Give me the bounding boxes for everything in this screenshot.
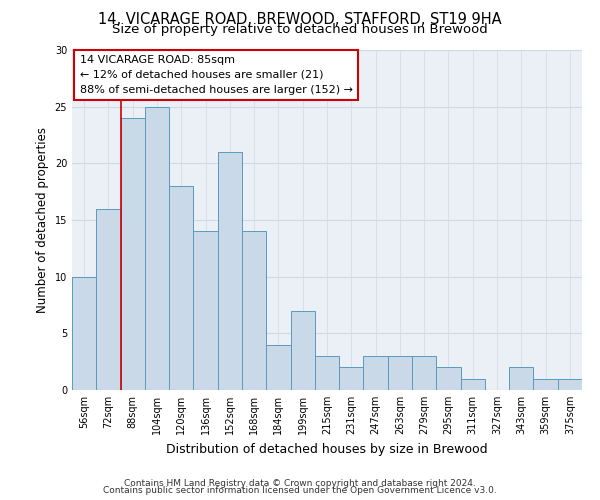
Bar [72,276,96,390]
Bar [436,368,461,390]
Bar [509,368,533,390]
Text: Contains HM Land Registry data © Crown copyright and database right 2024.: Contains HM Land Registry data © Crown c… [124,478,476,488]
Bar [533,378,558,390]
X-axis label: Distribution of detached houses by size in Brewood: Distribution of detached houses by size … [166,442,488,456]
Bar [364,356,388,390]
Bar [121,118,145,390]
Y-axis label: Number of detached properties: Number of detached properties [36,127,49,313]
Bar [461,378,485,390]
Bar [290,310,315,390]
Text: Contains public sector information licensed under the Open Government Licence v3: Contains public sector information licen… [103,486,497,495]
Bar [315,356,339,390]
Bar [218,152,242,390]
Bar [266,344,290,390]
Bar [96,208,121,390]
Bar [412,356,436,390]
Bar [339,368,364,390]
Bar [558,378,582,390]
Bar [193,232,218,390]
Bar [169,186,193,390]
Text: 14, VICARAGE ROAD, BREWOOD, STAFFORD, ST19 9HA: 14, VICARAGE ROAD, BREWOOD, STAFFORD, ST… [98,12,502,28]
Text: 14 VICARAGE ROAD: 85sqm
← 12% of detached houses are smaller (21)
88% of semi-de: 14 VICARAGE ROAD: 85sqm ← 12% of detache… [80,55,353,94]
Bar [145,106,169,390]
Bar [242,232,266,390]
Bar [388,356,412,390]
Text: Size of property relative to detached houses in Brewood: Size of property relative to detached ho… [112,22,488,36]
